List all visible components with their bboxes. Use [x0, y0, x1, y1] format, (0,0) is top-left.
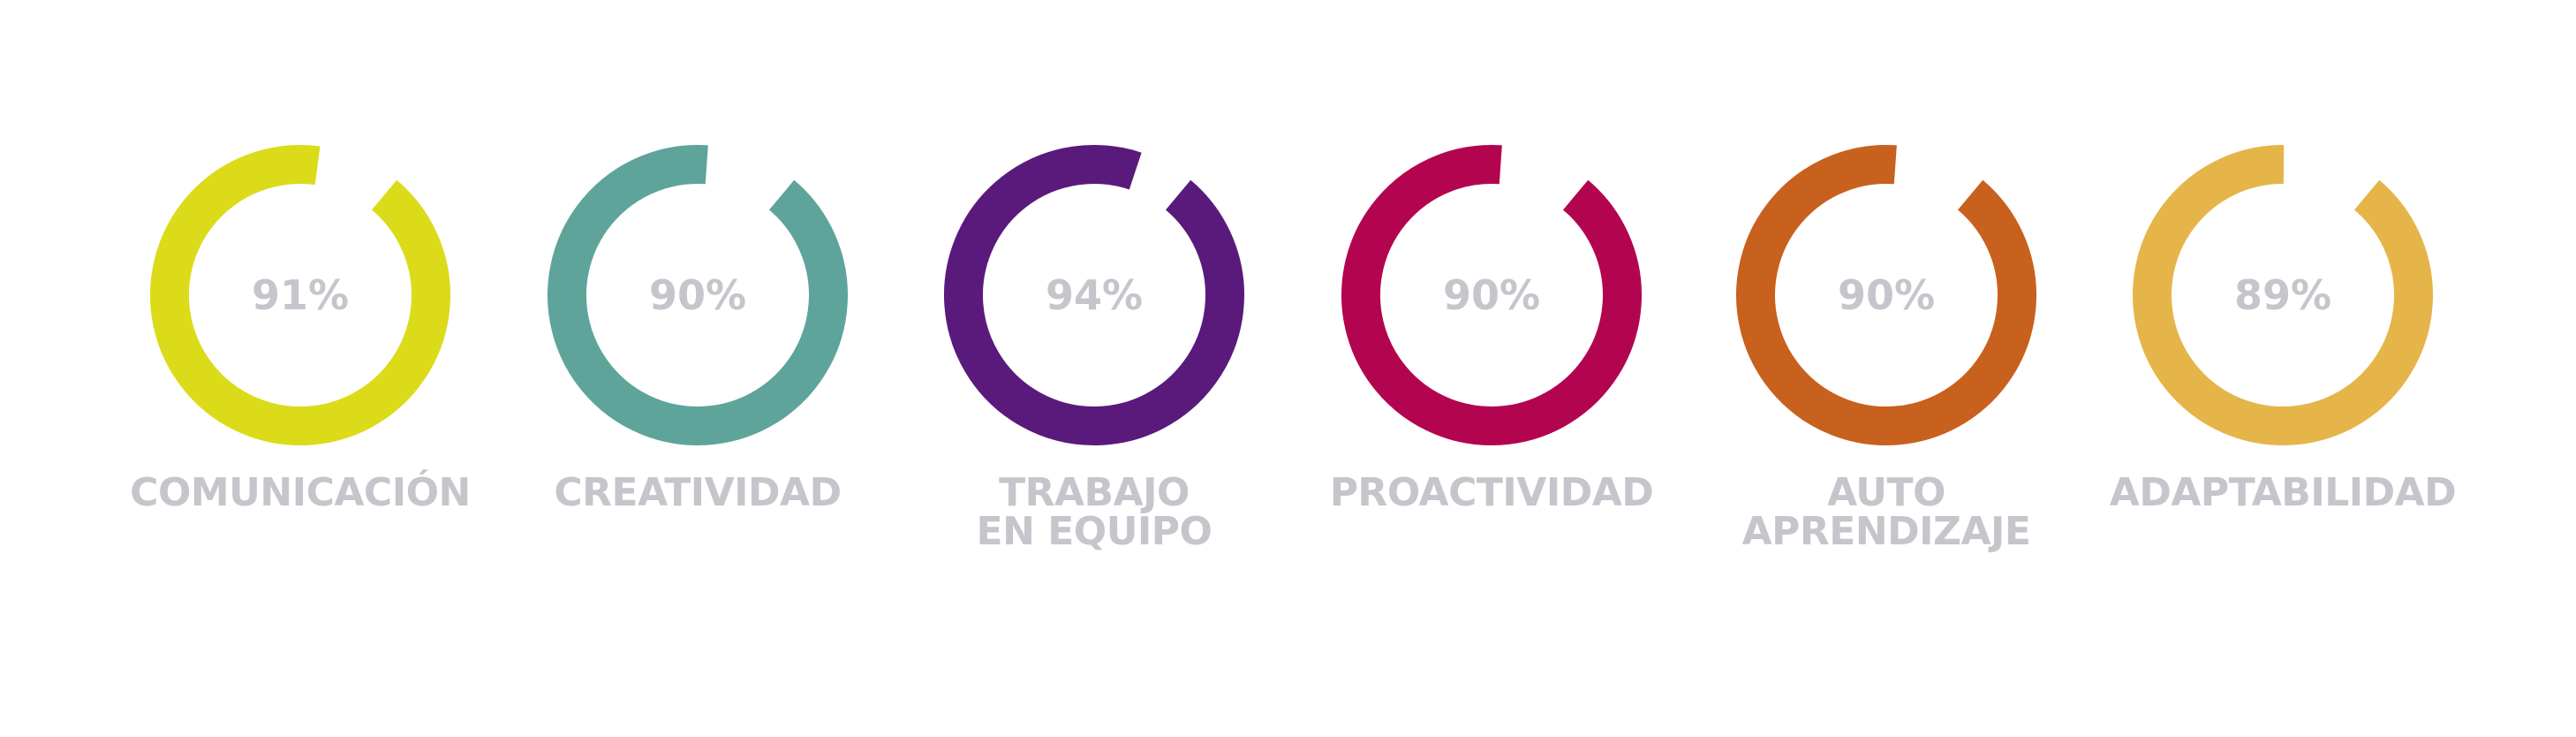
skill-gauge: 90% AUTO APRENDIZAJE — [1736, 145, 2036, 554]
percentage-label: 90% — [1443, 271, 1540, 319]
skill-name-line: EN EQUIPO — [977, 509, 1212, 554]
percentage-label: 90% — [1838, 271, 1935, 319]
skill-name-line: PROACTIVIDAD — [1330, 470, 1654, 515]
skill-name-label: TRABAJO EN EQUIPO — [977, 470, 1212, 554]
progress-ring-arc — [548, 145, 848, 445]
skill-name-label: PROACTIVIDAD — [1330, 470, 1654, 515]
percentage-label: 89% — [2234, 271, 2331, 319]
skill-name-line: TRABAJO — [999, 470, 1190, 515]
skill-name-label: CREATIVIDAD — [554, 470, 841, 515]
percentage-label: 90% — [649, 271, 746, 319]
progress-ring-arc — [2133, 144, 2433, 445]
skill-gauge: 90% CREATIVIDAD — [548, 145, 848, 515]
percentage-label: 91% — [252, 271, 349, 319]
skill-name-line: APRENDIZAJE — [1742, 509, 2031, 554]
skill-name-line: AUTO — [1827, 470, 1945, 515]
skill-name-line: ADAPTABILIDAD — [2110, 470, 2456, 515]
skill-name-label: ADAPTABILIDAD — [2110, 470, 2456, 515]
skill-name-label: AUTO APRENDIZAJE — [1742, 470, 2031, 554]
progress-ring-arc — [944, 145, 1244, 445]
progress-ring-arc — [1341, 145, 1642, 445]
progress-ring-arc — [1736, 145, 2036, 445]
skill-name-line: CREATIVIDAD — [554, 470, 841, 515]
skill-gauge: 90% PROACTIVIDAD — [1330, 145, 1654, 515]
skill-gauge: 89% ADAPTABILIDAD — [2110, 144, 2457, 515]
percentage-label: 94% — [1046, 271, 1143, 319]
skill-name-line: COMUNICACIÓN — [130, 468, 471, 515]
skill-name-label: COMUNICACIÓN — [130, 468, 471, 515]
progress-ring-arc — [150, 145, 450, 445]
skill-gauge: 91% COMUNICACIÓN — [130, 145, 471, 515]
skill-gauge: 94% TRABAJO EN EQUIPO — [944, 145, 1244, 554]
